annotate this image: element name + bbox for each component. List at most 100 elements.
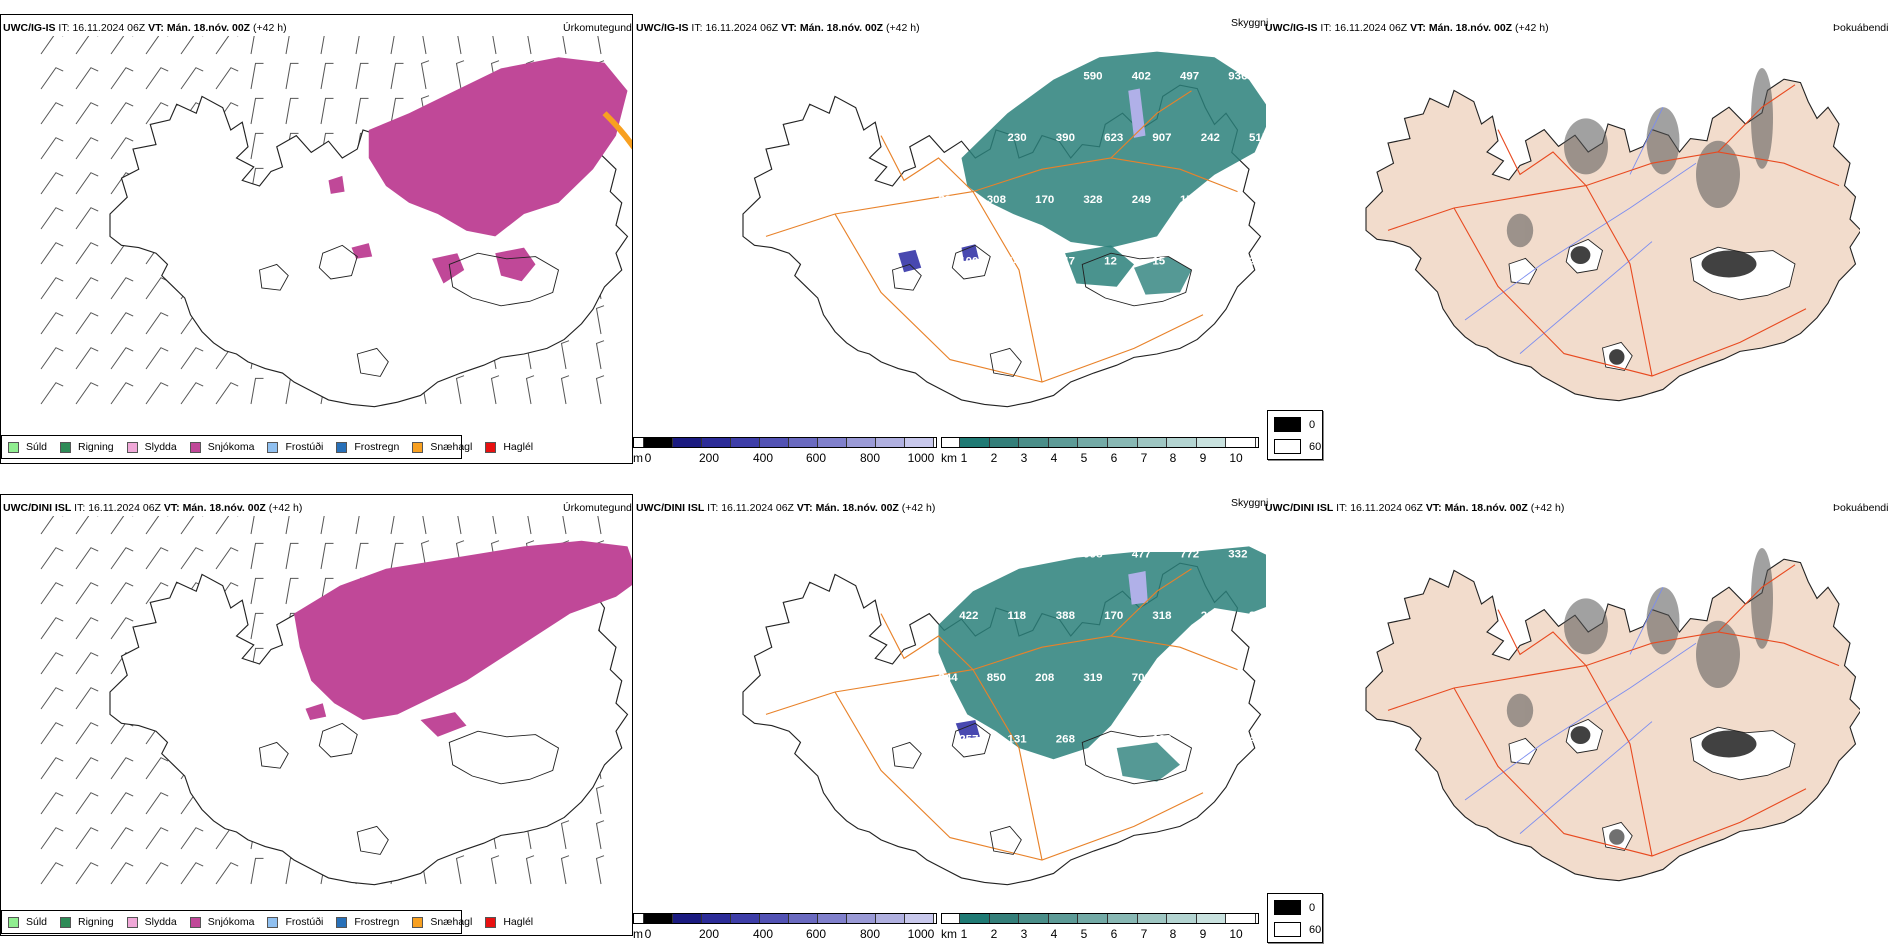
colorbar-segment	[876, 914, 905, 923]
legend-label: Snjókoma	[207, 916, 255, 928]
wind-barb	[40, 617, 64, 640]
ceiling-value-label: 332	[1228, 549, 1247, 561]
visibility-tick: 8	[1169, 451, 1177, 465]
wind-barb	[420, 60, 430, 90]
wind-barb	[320, 577, 334, 605]
fog-legend-label: 0	[1309, 901, 1316, 914]
precip-type-map	[40, 516, 632, 886]
wind-barb	[250, 36, 255, 55]
wind-barb	[355, 542, 369, 570]
legend-label: Rigning	[78, 441, 114, 453]
colorbar-segment	[1137, 914, 1168, 923]
wind-barb	[75, 722, 99, 745]
visibility-tick: 1	[960, 927, 968, 941]
low-visibility-area	[938, 546, 1266, 760]
ceiling-value-label: 230	[1008, 132, 1027, 144]
ceiling-value-label: 268	[1056, 734, 1075, 746]
wind-barb	[215, 547, 239, 570]
ceiling-value-label: 319	[1083, 672, 1102, 684]
legend-label: Haglél	[503, 916, 534, 928]
panel-title: UWC/IG-IS IT: 16.11.2024 06Z VT: Mán. 18…	[1265, 22, 1549, 34]
wind-barb	[40, 207, 64, 230]
wind-barb	[145, 382, 169, 405]
visibility-tick: 9	[1199, 927, 1207, 941]
snow-area	[293, 540, 632, 721]
wind-barb	[75, 757, 99, 780]
visibility-tick: 4	[1050, 451, 1058, 465]
ceiling-value-label: 244	[939, 672, 959, 684]
ceiling-value-label: 390	[1056, 132, 1075, 144]
wind-barb	[355, 97, 369, 125]
wind-barb	[145, 827, 169, 850]
it-label: IT:	[1320, 22, 1332, 34]
wind-barb	[110, 312, 134, 335]
wind-barb	[75, 242, 99, 265]
wind-barb	[250, 516, 255, 535]
wind-barb	[75, 687, 99, 710]
visibility-tick: 2	[990, 451, 998, 465]
panel-title: UWC/IG-IS IT: 16.11.2024 06Z VT: Mán. 18…	[3, 22, 287, 34]
wind-barb	[390, 62, 404, 90]
wind-barb	[285, 857, 299, 885]
ceiling-value-label: 249	[1132, 194, 1151, 206]
ceiling-value-label: 242	[1201, 132, 1220, 144]
wind-barb	[560, 855, 570, 885]
wind-barb	[40, 67, 64, 90]
colorbar-segment	[731, 914, 760, 923]
wind-barb	[145, 792, 169, 815]
legend-item-frostregn: Frostregn	[336, 916, 399, 928]
ceiling-tick: 1000	[907, 451, 935, 465]
visibility-colorbar: km 1 2 3 4 5 6 7 8 9 10	[941, 913, 1259, 941]
wind-barb	[110, 347, 134, 370]
fog-legend: 0 60	[1267, 410, 1323, 460]
ceiling-value-label: 257	[959, 734, 978, 746]
ceiling-value-label: 118	[1008, 610, 1027, 622]
colorbar-segment	[673, 914, 702, 923]
wind-barb	[390, 97, 404, 125]
ceiling-value-label: 226	[1228, 194, 1247, 206]
vt-value: Mán. 18.nóv. 00Z	[1444, 502, 1528, 514]
legend-label: Frostregn	[354, 441, 400, 453]
visibility-tick: 3	[1020, 451, 1028, 465]
wind-barb	[110, 722, 134, 745]
low-visibility-area	[1065, 245, 1134, 287]
visibility-tick: 7	[1140, 451, 1148, 465]
ceiling-value-label: 4	[1249, 734, 1256, 746]
ceiling-tick: 600	[805, 927, 827, 941]
wind-barb	[110, 137, 134, 160]
ceiling-value-label: 633	[987, 549, 1006, 561]
legend-label: Snæhagl	[430, 441, 473, 453]
colorbar-segment	[1167, 438, 1197, 447]
parameter-name: Þokuábendi	[1833, 502, 1889, 514]
parameter-name: Þokuábendi	[1833, 22, 1889, 34]
legend-swatch	[126, 916, 138, 928]
wind-barb	[390, 542, 404, 570]
wind-barb	[110, 757, 134, 780]
legend-label: Snæhagl	[430, 916, 473, 928]
wind-barb	[492, 36, 497, 55]
ceiling-value-label: 127	[987, 795, 1006, 807]
wind-barb	[180, 36, 204, 55]
wind-barb	[490, 375, 500, 405]
wind-barb	[215, 862, 239, 885]
ceiling-value-label: 12	[1104, 256, 1117, 268]
legend-label: Slydda	[144, 916, 177, 928]
model-name: UWC/DINI ISL	[1265, 502, 1334, 514]
it-value: 16.11.2024 06Z	[1350, 502, 1423, 514]
ceiling-value-label: 318	[1152, 610, 1171, 622]
wind-barb	[40, 347, 64, 370]
ceiling-value-label: 166	[1201, 734, 1220, 746]
wind-barb	[560, 820, 570, 850]
colorbar-segment	[1196, 438, 1227, 447]
legend-label: Súld	[26, 441, 48, 453]
legend-swatch	[485, 441, 497, 453]
vt-value: Mán. 18.nóv. 00Z	[799, 22, 884, 34]
ceiling-value-label: 422	[959, 610, 978, 622]
panel-title: UWC/DINI ISL IT: 16.11.2024 06Z VT: Mán.…	[636, 502, 935, 514]
visibility-tick: 3	[1020, 927, 1028, 941]
colorbar-segment	[1107, 914, 1138, 923]
parameter-name: Úrkomutegund	[563, 22, 632, 34]
parameter-name: Úrkomutegund	[563, 502, 632, 514]
wind-barb	[490, 855, 500, 885]
colorbar-segment	[1107, 438, 1138, 447]
